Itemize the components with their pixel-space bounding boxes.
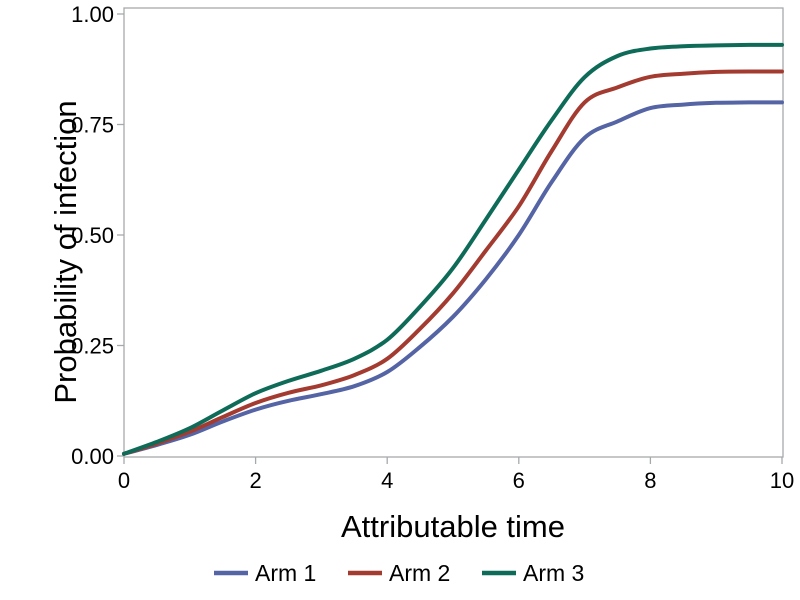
legend-label: Arm 2: [389, 560, 450, 586]
y-tick-label: 0.00: [71, 444, 114, 469]
y-tick-label: 0.75: [71, 113, 114, 138]
legend-item: Arm 1: [214, 560, 316, 586]
x-tick-label: 4: [381, 468, 393, 493]
legend-item: Arm 3: [482, 560, 584, 586]
legend-label: Arm 3: [523, 560, 584, 586]
plot-area: 0 2 4 6 8 10 0.00 0.25 0.50 0.75 1.00: [71, 2, 794, 493]
y-tick-label: 0.50: [71, 223, 114, 248]
x-tick-label: 2: [249, 468, 261, 493]
x-tick-label: 8: [644, 468, 656, 493]
series-line-arm-1: [122, 100, 784, 456]
x-tick-label: 0: [118, 468, 130, 493]
series-line-arm-2: [122, 69, 784, 456]
y-axis-title: Probability of infection: [48, 100, 83, 403]
legend-item: Arm 2: [348, 560, 450, 586]
y-tick-label: 1.00: [71, 2, 114, 27]
legend: Arm 1 Arm 2 Arm 3: [214, 560, 584, 586]
series-line-arm-3: [122, 42, 784, 456]
x-tick-label: 10: [770, 468, 794, 493]
x-axis-title: Attributable time: [341, 509, 565, 544]
y-tick-label: 0.25: [71, 334, 114, 359]
plot-frame: [123, 7, 784, 458]
legend-label: Arm 1: [255, 560, 316, 586]
x-tick-label: 6: [513, 468, 525, 493]
